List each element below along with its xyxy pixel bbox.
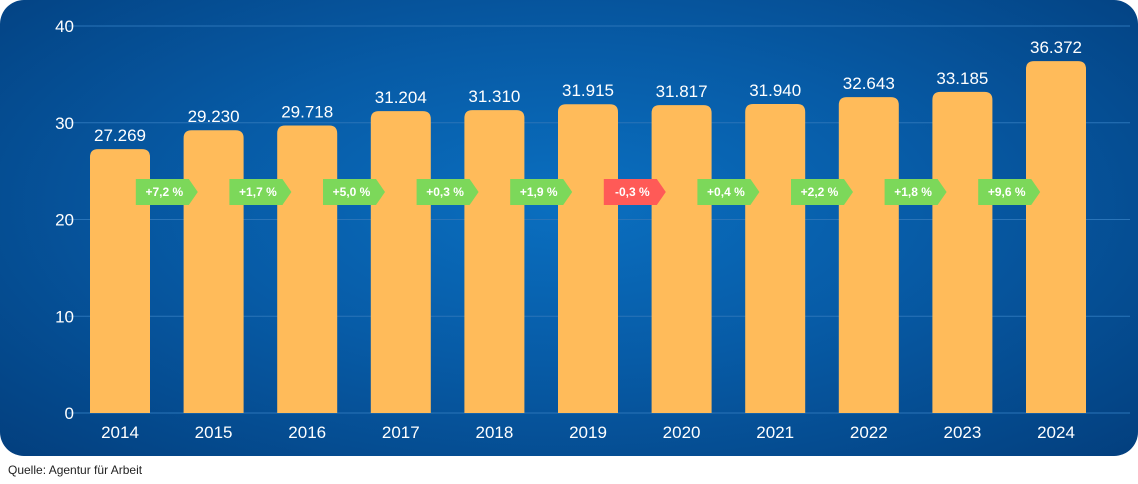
change-arrow-positive [978, 179, 1041, 205]
change-label: +1,7 % [239, 185, 277, 199]
x-tick-label: 2017 [382, 423, 420, 442]
bar [183, 130, 244, 413]
change-label: +2,2 % [801, 185, 839, 199]
change-label: +1,9 % [520, 185, 558, 199]
x-tick-label: 2016 [288, 423, 326, 442]
bar-value-label: 27.269 [94, 126, 146, 145]
change-arrow-positive [791, 179, 853, 205]
bar-value-label: 31.310 [468, 87, 520, 106]
bar [90, 149, 150, 413]
bar-value-label: 32.643 [843, 74, 895, 93]
x-tick-label: 2022 [850, 423, 888, 442]
bar [464, 110, 525, 414]
bar [745, 103, 806, 413]
bar [558, 104, 618, 413]
bar-value-label: 29.718 [281, 102, 333, 121]
x-tick-label: 2019 [569, 423, 607, 442]
y-tick-label: 10 [55, 307, 74, 326]
change-label: +0,4 % [707, 185, 745, 199]
change-label: +5,0 % [333, 185, 371, 199]
bar-value-label: 33.185 [936, 69, 988, 88]
change-arrow-positive [416, 179, 479, 205]
change-label: -0,3 % [615, 185, 650, 199]
bar-value-label: 36.372 [1030, 38, 1082, 57]
x-tick-label: 2015 [195, 423, 233, 442]
x-tick-label: 2021 [756, 423, 794, 442]
y-tick-label: 30 [55, 114, 74, 133]
bar [932, 91, 993, 414]
x-tick-label: 2018 [475, 423, 513, 442]
bar [838, 97, 899, 413]
change-arrow-positive [884, 179, 947, 205]
change-arrow-positive [510, 179, 573, 205]
source-note: Quelle: Agentur für Arbeit [8, 463, 143, 477]
y-tick-label: 0 [65, 404, 74, 423]
change-label: +7,2 % [145, 185, 183, 199]
bar [370, 111, 431, 413]
change-arrow-positive [229, 179, 292, 205]
bar [277, 125, 338, 414]
change-arrow-positive [697, 179, 760, 205]
bar-value-label: 29.230 [188, 107, 240, 126]
change-label: +9,6 % [988, 185, 1026, 199]
change-arrow-positive [323, 179, 385, 205]
change-arrow-positive [135, 179, 198, 205]
change-label: +0,3 % [426, 185, 464, 199]
bar [1026, 61, 1086, 414]
bar-chart: 0 10 20 30 40 27.269 2014 29.230 2015 29.718 2016 3… [55, 17, 1130, 442]
chart-panel: 0 10 20 30 40 27.269 2014 29.230 2015 29.718 2016 3… [0, 0, 1138, 456]
bar [651, 105, 712, 413]
change-label: +1,8 % [894, 185, 932, 199]
x-tick-label: 2014 [101, 423, 139, 442]
y-tick-label: 20 [55, 211, 74, 230]
y-tick-label: 40 [55, 17, 74, 36]
bar-value-label: 31.940 [749, 81, 801, 100]
x-tick-label: 2023 [943, 423, 981, 442]
x-tick-label: 2020 [663, 423, 701, 442]
bar-value-label: 31.915 [562, 81, 614, 100]
x-tick-label: 2024 [1037, 423, 1075, 442]
change-arrow-negative [603, 179, 666, 205]
bar-value-label: 31.817 [656, 82, 708, 101]
bar-value-label: 31.204 [375, 88, 427, 107]
